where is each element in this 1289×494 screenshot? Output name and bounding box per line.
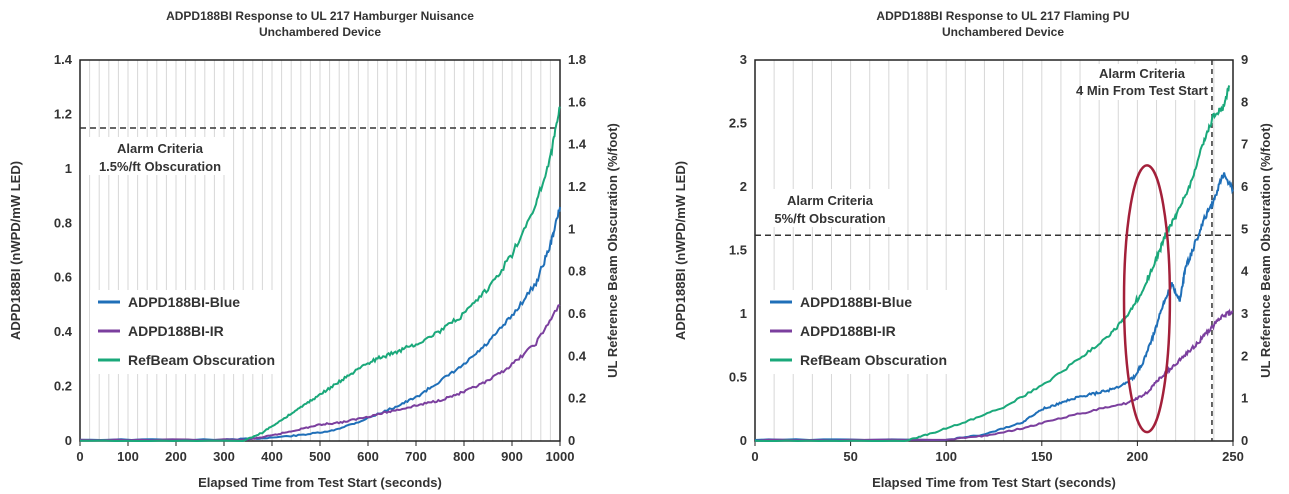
x-tick-label: 100 [117, 449, 139, 464]
series-line-adpd188bi-ir [754, 308, 1234, 442]
alarm-label-line: 1.5%/ft Obscuration [99, 159, 221, 174]
y-tick-label: 0 [65, 433, 72, 448]
y2-tick-label: 1.6 [568, 94, 586, 109]
y2-tick-label: 7 [1241, 137, 1248, 152]
y-tick-label: 1.4 [54, 52, 73, 67]
y-tick-label: 1.2 [54, 106, 72, 121]
y2-tick-label: 9 [1241, 52, 1248, 67]
alarm-label-box [88, 137, 232, 175]
y-tick-label: 3 [740, 52, 747, 67]
y2-tick-label: 1.8 [568, 52, 586, 67]
alarm-label-line: Alarm Criteria [117, 141, 204, 156]
legend-label: ADPD188BI-Blue [800, 294, 912, 310]
legend-box [90, 290, 280, 374]
chart-subtitle: Unchambered Device [942, 25, 1064, 39]
x-tick-label: 700 [405, 449, 427, 464]
y-tick-label: 2.5 [729, 116, 747, 131]
y-axis-label: ADPD188BI (nWPD/mW LED) [8, 161, 23, 340]
y-tick-label: 2 [740, 179, 747, 194]
plot-area [754, 59, 1234, 442]
x-tick-label: 1000 [546, 449, 575, 464]
hamburger-nuisance-chart: ADPD188BI Response to UL 217 Hamburger N… [8, 9, 620, 490]
x-tick-label: 100 [935, 449, 957, 464]
y2-tick-label: 0.6 [568, 306, 586, 321]
x-tick-label: 150 [1031, 449, 1053, 464]
y2-tick-label: 0.8 [568, 264, 586, 279]
x-tick-label: 800 [453, 449, 475, 464]
y2-tick-label: 6 [1241, 179, 1248, 194]
y2-axis-label: UL Reference Beam Obscuration (%/foot) [605, 123, 620, 378]
x-axis-label: Elapsed Time from Test Start (seconds) [198, 475, 442, 490]
y2-tick-label: 3 [1241, 306, 1248, 321]
y2-axis-label: UL Reference Beam Obscuration (%/foot) [1258, 123, 1273, 378]
alarm-time-label-line: Alarm Criteria [1099, 66, 1186, 81]
alarm-label-line: Alarm Criteria [787, 193, 874, 208]
y2-tick-label: 0 [1241, 433, 1248, 448]
alarm-time-label-box [1081, 64, 1208, 100]
y2-tick-label: 2 [1241, 348, 1248, 363]
highlight-ellipse [1122, 164, 1172, 434]
legend-label: RefBeam Obscuration [800, 352, 947, 368]
x-tick-label: 50 [843, 449, 857, 464]
legend-label: ADPD188BI-Blue [128, 294, 240, 310]
x-tick-label: 500 [309, 449, 331, 464]
y2-tick-label: 0.4 [568, 348, 587, 363]
x-tick-label: 0 [76, 449, 83, 464]
y2-tick-label: 4 [1241, 264, 1249, 279]
x-tick-label: 600 [357, 449, 379, 464]
series-line-refbeam-obscuration [754, 85, 1231, 443]
y-tick-label: 0.4 [54, 324, 73, 339]
y2-tick-label: 1.2 [568, 179, 586, 194]
y-tick-label: 1 [65, 161, 72, 176]
y-tick-label: 1.5 [729, 243, 747, 258]
alarm-label-box [758, 189, 902, 227]
series-line-adpd188bi-blue [79, 206, 561, 442]
y-tick-label: 0.6 [54, 270, 72, 285]
y-axis-label: ADPD188BI (nWPD/mW LED) [673, 161, 688, 340]
series-line-adpd188bi-blue [754, 172, 1234, 442]
y2-tick-label: 0.2 [568, 391, 586, 406]
x-tick-label: 200 [1127, 449, 1149, 464]
y-tick-label: 1 [740, 306, 747, 321]
x-tick-label: 400 [261, 449, 283, 464]
x-axis-label: Elapsed Time from Test Start (seconds) [872, 475, 1116, 490]
alarm-time-label-line: 4 Min From Test Start [1076, 83, 1209, 98]
series-line-refbeam-obscuration [80, 106, 561, 443]
y-tick-label: 0.2 [54, 379, 72, 394]
y2-tick-label: 1.4 [568, 137, 587, 152]
x-tick-label: 0 [751, 449, 758, 464]
y-tick-label: 0 [740, 433, 747, 448]
legend-box [762, 290, 952, 374]
chart-title: ADPD188BI Response to UL 217 Flaming PU [876, 9, 1129, 23]
x-tick-label: 300 [213, 449, 235, 464]
y2-tick-label: 0 [568, 433, 575, 448]
series-line-adpd188bi-ir [79, 303, 561, 442]
chart-subtitle: Unchambered Device [259, 25, 381, 39]
legend-label: RefBeam Obscuration [128, 352, 275, 368]
flaming-pu-chart: ADPD188BI Response to UL 217 Flaming PU U… [673, 9, 1273, 490]
x-tick-label: 200 [165, 449, 187, 464]
y-tick-label: 0.5 [729, 370, 747, 385]
x-tick-label: 250 [1222, 449, 1244, 464]
legend-label: ADPD188BI-IR [128, 323, 224, 339]
chart-title: ADPD188BI Response to UL 217 Hamburger N… [166, 9, 474, 23]
y2-tick-label: 1 [1241, 391, 1248, 406]
alarm-label-line: 5%/ft Obscuration [774, 211, 885, 226]
y2-tick-label: 8 [1241, 94, 1248, 109]
x-tick-label: 900 [501, 449, 523, 464]
legend-label: ADPD188BI-IR [800, 323, 896, 339]
y2-tick-label: 5 [1241, 221, 1248, 236]
y2-tick-label: 1 [568, 221, 575, 236]
y-tick-label: 0.8 [54, 215, 72, 230]
